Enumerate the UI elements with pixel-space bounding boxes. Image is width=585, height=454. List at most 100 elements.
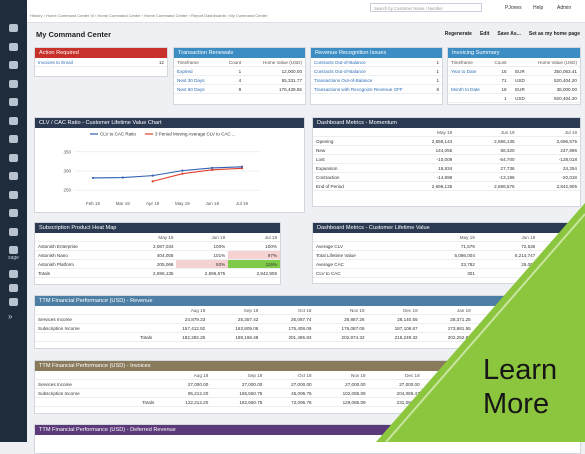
nav-icon[interactable] xyxy=(9,61,18,69)
nav-icon[interactable] xyxy=(9,116,18,125)
nav-icon[interactable] xyxy=(9,209,18,217)
panel-header: TTM Financial Performance (USD) - Invoic… xyxy=(35,361,580,371)
expand-icon[interactable]: » xyxy=(8,312,13,321)
table-cell: End of Period xyxy=(313,181,393,191)
column-header: Oct 18 xyxy=(265,371,315,380)
nav-icon[interactable] xyxy=(9,246,18,254)
table-row: Expansion 18,834 27,736 24,254 xyxy=(313,163,580,173)
table-cell[interactable]: Year to Date xyxy=(448,66,489,76)
column-header: Nov 18 xyxy=(314,306,368,315)
column-header xyxy=(509,58,528,67)
table-cell: 9 xyxy=(219,84,245,94)
actions: Regenerate Edit Save As... Set as my home p… xyxy=(445,31,580,37)
table-cell: 2,558,144 xyxy=(392,136,456,146)
table-cell[interactable]: Next 60 Days xyxy=(174,84,220,94)
table-cell: 163,809.06 xyxy=(208,323,262,333)
promo-text: More xyxy=(483,388,549,420)
column-header: Jul 19 xyxy=(517,128,580,137)
point xyxy=(91,176,95,180)
table-cell[interactable]: Invoices to Email xyxy=(35,58,139,67)
help[interactable]: Help xyxy=(533,5,544,11)
nav-icon[interactable] xyxy=(9,172,18,180)
table-cell: 26,887.26 xyxy=(314,314,368,324)
column-header: May 19 xyxy=(417,233,478,242)
table-cell[interactable]: Contracts Out-of-Balance xyxy=(311,66,432,76)
table-row: Next 60 Days 9 175,439.55 xyxy=(174,84,305,94)
column-header: Timeframe xyxy=(448,58,489,67)
table-cell: 187,108.67 xyxy=(367,323,421,333)
action-button[interactable]: Regenerate xyxy=(444,31,472,37)
admin[interactable]: Admin xyxy=(557,5,572,11)
panel-header: Subscription Product Heat Map xyxy=(35,223,280,233)
point xyxy=(121,176,124,179)
table-cell: 24,254 xyxy=(517,163,580,173)
panel-table: May 19 Jun 19 Jul 19 Astonish Enterprise 2,0… xyxy=(35,233,280,278)
table-cell: 28,371.25 xyxy=(420,314,474,324)
table-cell: 920,404.20 xyxy=(527,93,580,103)
x-tick-label: Jul 19 xyxy=(236,201,249,206)
table-cell[interactable] xyxy=(448,75,489,85)
table-cell: 2,842,905 xyxy=(517,181,580,191)
nav-icon[interactable] xyxy=(9,135,18,143)
table-cell: 2,696,575 xyxy=(455,181,518,191)
column-header: Jun 19 xyxy=(477,233,539,242)
promo-stripe xyxy=(385,213,585,442)
table-cell[interactable]: Expired xyxy=(174,66,220,76)
table-cell: 18 xyxy=(488,84,510,94)
table-cell: 175,408.09 xyxy=(261,323,315,333)
nav-icon[interactable] xyxy=(9,24,18,32)
table-row: Month to Date 18 EUR 38,000.00 xyxy=(448,84,580,94)
table-cell[interactable]: Next 30 Days xyxy=(174,75,220,85)
table-cell: Services Income xyxy=(35,379,124,389)
nav-icon[interactable] xyxy=(9,153,18,162)
column-header xyxy=(313,128,393,137)
brand: sage xyxy=(8,255,19,261)
table-cell[interactable]: Transactions with Recognize Revenue OFF xyxy=(311,84,432,94)
table-cell: Services Income xyxy=(35,314,123,324)
nav-icon[interactable] xyxy=(9,270,18,278)
table-cell: -10,009 xyxy=(392,154,456,164)
nav-icon[interactable] xyxy=(9,190,18,199)
table-cell: Contraction xyxy=(313,172,393,182)
panel: Action Required Invoices to Email 12 xyxy=(34,47,168,77)
table-cell: 25,000 xyxy=(477,259,539,269)
table-cell: 520,404.20 xyxy=(527,75,580,85)
nav-icon[interactable] xyxy=(9,98,18,106)
table-cell: 97% xyxy=(228,250,280,260)
panel-table: Timeframe Count Home Value (USD) Expired 1 12… xyxy=(174,58,305,94)
table-cell: 204,086.47 xyxy=(368,388,423,398)
table-cell: Astonish Nano xyxy=(35,250,125,260)
table-cell[interactable]: Transactions Out-of-Balance xyxy=(311,75,432,85)
search-box[interactable]: Search by Customer Name / Number xyxy=(370,3,482,12)
table-cell: 102,085.09 xyxy=(314,388,369,398)
table-cell[interactable]: Month to Date xyxy=(448,84,489,94)
table-cell: 27,736 xyxy=(455,163,518,173)
x-tick-label: Mar 19 xyxy=(116,201,131,206)
table-cell[interactable] xyxy=(448,93,489,103)
point xyxy=(211,166,214,170)
action-button[interactable]: Edit xyxy=(479,31,490,37)
table-cell xyxy=(123,388,158,398)
nav-icon[interactable] xyxy=(9,298,18,306)
nav-icon[interactable] xyxy=(9,42,18,51)
table-cell[interactable]: Contracts Out-of-Balance xyxy=(311,58,432,67)
nav-icon[interactable] xyxy=(9,79,18,88)
column-header: Jun 19 xyxy=(455,128,518,137)
nav-icon[interactable] xyxy=(9,284,18,292)
table-cell: 192,550.75 xyxy=(211,397,266,407)
table-row: Invoices to Email 12 xyxy=(35,58,167,67)
column-header: Dec 18 xyxy=(367,306,421,315)
column-header: Nov 18 xyxy=(314,371,369,380)
action-button[interactable]: Set as my home page xyxy=(528,31,580,37)
table-cell: 175,439.55 xyxy=(244,84,305,94)
page-title: My Command Center xyxy=(36,30,112,39)
nav-icon[interactable] xyxy=(9,227,18,236)
table-cell: -20,018 xyxy=(517,172,580,182)
action-button[interactable]: Save As... xyxy=(497,31,521,37)
x-tick-label: Jun 19 xyxy=(205,201,219,206)
table-cell: 27,000.00 xyxy=(157,379,212,389)
sidebar: sage » xyxy=(0,0,27,442)
promo-triangle[interactable] xyxy=(376,203,585,442)
panel-header: Transaction Renewals xyxy=(174,48,305,58)
user[interactable]: PJones xyxy=(505,5,522,11)
